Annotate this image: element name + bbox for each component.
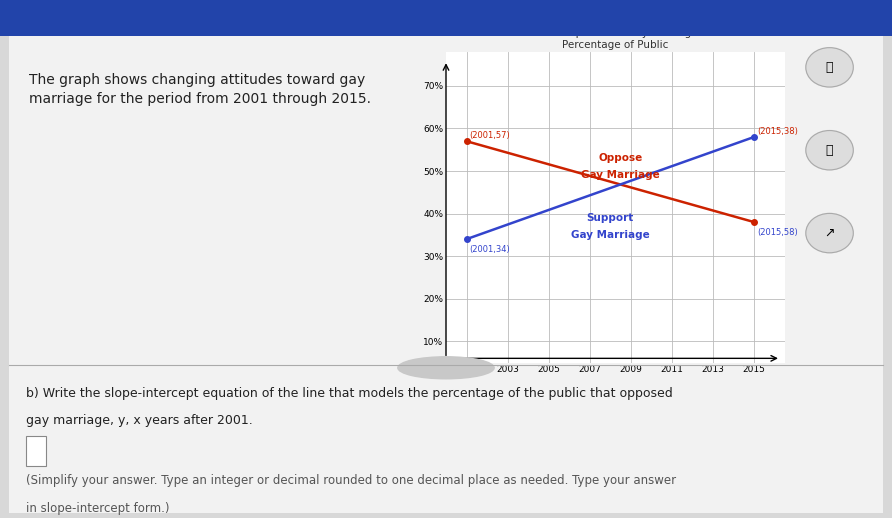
Text: gay marriage, y, x years after 2001.: gay marriage, y, x years after 2001. — [27, 414, 253, 427]
Circle shape — [805, 131, 854, 170]
Text: (2001,34): (2001,34) — [469, 244, 510, 254]
Text: 🔍: 🔍 — [826, 143, 833, 157]
Text: Oppose: Oppose — [599, 153, 643, 163]
Text: 🔍: 🔍 — [826, 61, 833, 74]
Text: Gay Marriage: Gay Marriage — [571, 230, 649, 240]
Bar — [27, 436, 45, 466]
Text: in slope-intercept form.): in slope-intercept form.) — [27, 502, 169, 515]
Text: ↗: ↗ — [824, 226, 835, 240]
Text: Support: Support — [587, 213, 634, 223]
Text: (2001,57): (2001,57) — [469, 132, 510, 140]
Text: b) Write the slope-intercept equation of the line that models the percentage of : b) Write the slope-intercept equation of… — [27, 386, 673, 399]
Text: The graph shows changing attitudes toward gay
marriage for the period from 2001 : The graph shows changing attitudes towar… — [29, 73, 371, 106]
Ellipse shape — [398, 357, 494, 379]
Text: (2015,58): (2015,58) — [757, 227, 797, 237]
Text: Gay Marriage: Gay Marriage — [582, 170, 660, 180]
Title: Public Opinion on Gay Marriage
Percentage of Public: Public Opinion on Gay Marriage Percentag… — [533, 28, 698, 50]
Circle shape — [805, 213, 854, 253]
Text: (2015,38): (2015,38) — [757, 127, 797, 136]
Circle shape — [805, 48, 854, 87]
Text: (Simplify your answer. Type an integer or decimal rounded to one decimal place a: (Simplify your answer. Type an integer o… — [27, 474, 676, 487]
